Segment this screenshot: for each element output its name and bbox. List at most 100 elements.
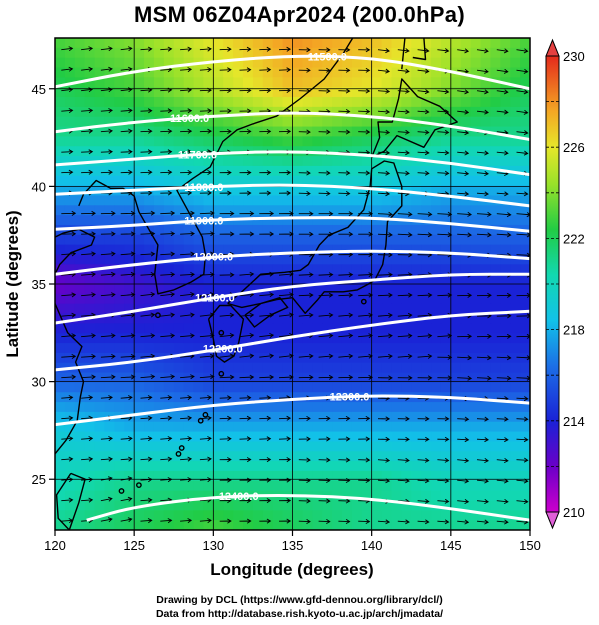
field-cell bbox=[460, 520, 472, 530]
field-cell bbox=[134, 126, 145, 137]
field-cell bbox=[500, 274, 511, 285]
wind-arrow bbox=[160, 477, 173, 483]
field-cell bbox=[203, 451, 214, 462]
field-cell bbox=[401, 441, 412, 452]
field-cell bbox=[480, 38, 492, 49]
wind-arrow bbox=[476, 292, 492, 298]
field-cell bbox=[341, 461, 353, 472]
field-cell bbox=[292, 116, 303, 128]
field-cell bbox=[173, 116, 185, 128]
field-cell bbox=[183, 293, 195, 305]
field-cell bbox=[233, 106, 244, 118]
field-cell bbox=[361, 323, 373, 334]
field-cell bbox=[203, 126, 214, 137]
field-cell bbox=[94, 195, 106, 206]
field-cell bbox=[64, 480, 76, 492]
field-cell bbox=[470, 136, 482, 147]
field-cell bbox=[233, 224, 244, 236]
field-cell bbox=[233, 411, 244, 423]
field-cell bbox=[262, 175, 274, 187]
field-cell bbox=[351, 431, 363, 443]
field-cell bbox=[144, 38, 155, 49]
field-cell bbox=[341, 77, 353, 88]
field-cell bbox=[94, 254, 106, 265]
field-cell bbox=[193, 284, 205, 295]
field-cell bbox=[450, 185, 462, 197]
wind-arrow bbox=[278, 231, 294, 237]
field-cell bbox=[371, 451, 383, 462]
field-cell bbox=[480, 343, 492, 354]
field-cell bbox=[144, 402, 155, 413]
field-cell bbox=[431, 126, 442, 137]
wind-arrow bbox=[358, 436, 371, 442]
field-cell bbox=[470, 343, 482, 354]
credit-line-2: Data from http://database.rish.kyoto-u.a… bbox=[155, 608, 444, 620]
field-cell bbox=[94, 402, 106, 413]
field-cell bbox=[490, 303, 501, 315]
wind-arrow bbox=[140, 231, 156, 237]
field-cell bbox=[450, 382, 462, 393]
field-cell bbox=[193, 490, 205, 502]
coastline-segment bbox=[227, 160, 403, 314]
field-cell bbox=[391, 195, 402, 206]
field-cell bbox=[470, 97, 482, 108]
field-cell bbox=[84, 490, 96, 502]
field-cell bbox=[94, 175, 106, 187]
field-cell bbox=[124, 520, 135, 530]
field-cell bbox=[381, 461, 393, 472]
field-cell bbox=[371, 205, 383, 216]
field-cell bbox=[302, 333, 313, 344]
field-cell bbox=[55, 97, 66, 108]
field-cell bbox=[490, 284, 501, 295]
field-cell bbox=[153, 411, 165, 423]
wind-arrow bbox=[278, 436, 292, 442]
field-cell bbox=[391, 510, 402, 521]
wind-arrow bbox=[437, 333, 453, 339]
field-cell bbox=[411, 303, 422, 315]
field-cell bbox=[124, 402, 135, 413]
field-cell bbox=[233, 136, 244, 147]
field-cell bbox=[292, 165, 303, 177]
field-cell bbox=[124, 87, 135, 98]
field-cell bbox=[401, 126, 412, 137]
wind-arrow bbox=[516, 89, 529, 95]
field-cell bbox=[470, 421, 482, 433]
field-cell bbox=[510, 195, 521, 206]
wind-arrow bbox=[199, 170, 212, 175]
field-cell bbox=[94, 293, 106, 305]
wind-arrow bbox=[417, 333, 433, 339]
wind-arrow bbox=[437, 129, 450, 135]
field-cell bbox=[203, 254, 214, 265]
field-cell bbox=[233, 185, 244, 197]
field-cell bbox=[272, 382, 284, 393]
field-cell bbox=[401, 77, 412, 88]
field-cell bbox=[341, 106, 353, 118]
field-cell bbox=[302, 362, 313, 374]
wind-arrow bbox=[199, 415, 212, 421]
field-cell bbox=[431, 490, 442, 502]
field-cell bbox=[440, 480, 452, 492]
field-cell bbox=[94, 136, 106, 147]
field-cell bbox=[381, 451, 393, 462]
field-cell bbox=[500, 382, 511, 393]
field-cell bbox=[282, 402, 294, 413]
field-cell bbox=[381, 480, 393, 492]
field-cell bbox=[114, 421, 125, 433]
wind-arrow bbox=[397, 150, 410, 156]
field-cell bbox=[292, 461, 303, 472]
field-cell bbox=[252, 77, 264, 88]
wind-arrow bbox=[61, 354, 77, 359]
field-cell bbox=[84, 77, 96, 88]
field-cell bbox=[114, 126, 125, 137]
field-cell bbox=[470, 87, 482, 98]
field-cell bbox=[312, 165, 323, 177]
field-cell bbox=[193, 461, 205, 472]
field-cell bbox=[64, 116, 76, 128]
field-cell bbox=[322, 205, 333, 216]
field-cell bbox=[500, 333, 511, 344]
field-cell bbox=[312, 480, 323, 492]
wind-arrow bbox=[140, 436, 153, 442]
field-cell bbox=[163, 382, 175, 393]
field-cell bbox=[322, 274, 333, 285]
field-cell bbox=[431, 67, 442, 78]
